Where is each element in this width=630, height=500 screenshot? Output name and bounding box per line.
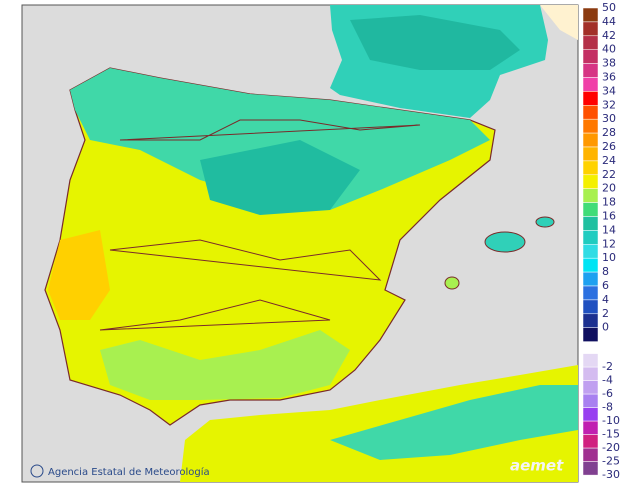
legend-swatch: [582, 146, 599, 162]
legend-label: -30: [602, 468, 620, 481]
legend-label: 20: [602, 182, 616, 195]
border-line: [119, 119, 421, 141]
legend-swatch: [582, 327, 599, 342]
legend-label: 10: [602, 251, 616, 264]
legend-swatch: [582, 7, 599, 23]
land-north-band: [70, 68, 490, 210]
legend-label: 30: [602, 112, 616, 125]
land-south-band: [100, 330, 350, 400]
legend-label: 40: [602, 43, 616, 56]
legend-swatch: [582, 132, 599, 148]
border-line: [99, 299, 331, 331]
legend-label: -2: [602, 360, 613, 373]
island-ibiza: [444, 276, 460, 290]
legend-swatch: [582, 77, 599, 92]
legend-swatch: [582, 91, 599, 106]
land-italy: [540, 5, 578, 40]
legend-swatch: [582, 380, 599, 395]
land-africa: [180, 365, 578, 482]
legend: 5044424038363432302826242220181614121086…: [582, 1, 620, 481]
legend-swatch: [582, 202, 599, 217]
copyright-icon: [30, 464, 44, 478]
land-france-relief: [350, 15, 520, 70]
legend-swatch: [582, 230, 599, 245]
legend-label: 38: [602, 57, 616, 70]
legend-swatch: [582, 216, 599, 231]
legend-label: -25: [602, 455, 620, 468]
legend-swatch: [582, 174, 599, 189]
legend-label: 14: [602, 223, 616, 236]
legend-swatch: [582, 35, 599, 50]
legend-label: -10: [602, 414, 620, 427]
legend-label: 12: [602, 237, 616, 250]
legend-label: 28: [602, 126, 616, 139]
legend-label: 22: [602, 168, 616, 181]
land-plateau: [200, 140, 360, 215]
legend-swatch: [582, 105, 599, 120]
attribution: Agencia Estatal de Meteorología: [48, 466, 210, 478]
legend-swatch: [582, 461, 599, 476]
legend-swatch: [582, 49, 599, 64]
legend-swatch: [582, 118, 599, 134]
legend-label: -8: [602, 401, 613, 414]
legend-swatch: [582, 285, 599, 301]
logo: aemet: [510, 457, 564, 475]
legend-label: 44: [602, 15, 616, 28]
island-menorca: [535, 216, 555, 228]
legend-swatch: [582, 353, 599, 368]
legend-swatch: [582, 21, 599, 37]
legend-label: -6: [602, 387, 613, 400]
legend-swatch: [582, 447, 599, 462]
legend-swatch: [582, 257, 599, 273]
legend-swatch: [582, 407, 599, 422]
land-warm-west: [48, 230, 110, 320]
legend-label: 2: [602, 307, 609, 320]
legend-label: -20: [602, 441, 620, 454]
legend-swatch: [582, 244, 599, 259]
border-line: [109, 239, 382, 281]
legend-swatch: [582, 188, 599, 203]
legend-label: -15: [602, 428, 620, 441]
legend-swatch: [582, 160, 599, 176]
legend-swatch: [582, 420, 599, 435]
legend-label: 32: [602, 98, 616, 111]
legend-label: -4: [602, 374, 613, 387]
legend-label: 4: [602, 293, 609, 306]
legend-label: 16: [602, 210, 616, 223]
legend-swatch: [582, 313, 599, 328]
legend-swatch: [582, 63, 599, 78]
legend-label: 8: [602, 265, 609, 278]
legend-swatch: [582, 434, 599, 449]
legend-label: 26: [602, 140, 616, 153]
legend-swatch: [582, 299, 599, 315]
legend-label: 18: [602, 196, 616, 209]
legend-label: 24: [602, 154, 616, 167]
legend-swatch: [582, 393, 599, 408]
legend-label: 34: [602, 84, 616, 97]
legend-swatch: [582, 366, 599, 381]
legend-label: 6: [602, 279, 609, 292]
legend-swatch: [582, 271, 599, 287]
legend-label: 50: [602, 1, 616, 14]
legend-label: 42: [602, 29, 616, 42]
island-mallorca: [484, 231, 526, 253]
legend-label: 36: [602, 71, 616, 84]
land-atlas: [330, 385, 578, 460]
legend-label: 0: [602, 321, 609, 334]
